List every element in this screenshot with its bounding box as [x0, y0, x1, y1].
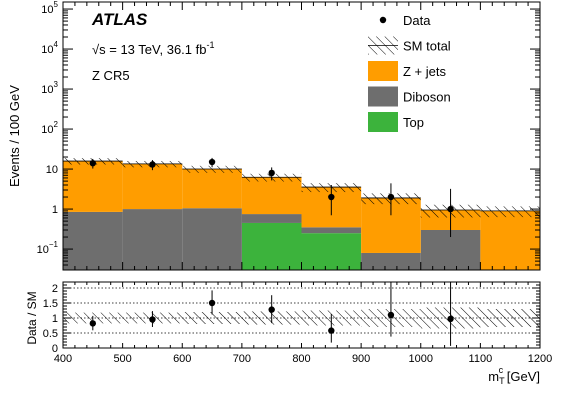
ratio-point — [268, 306, 275, 313]
ratio-y-tick-label: 0.5 — [43, 328, 58, 340]
bar-diboson — [241, 214, 302, 223]
data-points — [89, 157, 454, 238]
x-axis-title-sup: c — [499, 365, 504, 375]
ratio-point — [208, 299, 216, 307]
bar-z-jets — [122, 163, 183, 210]
bar-diboson — [182, 208, 242, 270]
x-axis-ticks: 400 500 600 700 800 900 1000 1100 1200 — [54, 2, 552, 365]
legend-label: Top — [403, 115, 424, 130]
x-tick-label: 1100 — [469, 353, 493, 365]
bar-z-jets — [182, 168, 242, 209]
bar-diboson — [301, 227, 362, 234]
x-tick-label: 700 — [233, 353, 251, 365]
legend-label: Data — [403, 13, 431, 28]
energy-superscript: -1 — [206, 40, 214, 50]
y-tick-exponent: −1 — [49, 240, 59, 249]
x-tick-label: 600 — [173, 353, 191, 365]
legend-label: SM total — [403, 39, 451, 54]
legend-marker-data — [379, 16, 387, 24]
legend-swatch — [368, 61, 398, 81]
ratio-y-axis-ticks: 0 0.5 1 1.5 2 — [43, 281, 540, 355]
ratio-point — [447, 315, 454, 323]
ratio-band-bin — [182, 312, 242, 324]
x-axis-title-main: m — [488, 369, 499, 384]
legend-swatch — [368, 112, 398, 132]
y-tick-base: 10 — [41, 124, 53, 136]
ratio-y-tick-label: 1 — [52, 313, 58, 325]
y-tick-label: 103 — [41, 80, 58, 96]
x-tick-label: 500 — [113, 353, 131, 365]
y-axis-title: Events / 100 GeV — [7, 85, 22, 187]
y-tick-label: 105 — [41, 0, 58, 16]
energy-label: √s = 13 TeV, 36.1 fb-1 — [92, 40, 215, 57]
ratio-y-tick-label: 2 — [52, 283, 58, 295]
ratio-point — [387, 311, 395, 319]
y-tick-label: 104 — [41, 40, 58, 56]
ratio-point — [149, 316, 156, 323]
bar-top — [241, 222, 302, 270]
y-tick-exponent: 3 — [54, 80, 59, 89]
ratio-y-tick-label: 0 — [52, 343, 58, 355]
energy-text: √s = 13 TeV, 36.1 fb — [92, 42, 206, 57]
x-axis-title-sub: T — [499, 376, 505, 386]
data-point — [387, 193, 395, 201]
data-point — [328, 193, 335, 201]
bar-top — [301, 233, 362, 270]
data-point — [447, 205, 454, 213]
region-label: Z CR5 — [92, 68, 130, 83]
data-point — [208, 158, 216, 166]
bar-z-jets — [480, 210, 540, 270]
bar-diboson — [361, 252, 421, 270]
x-tick-label: 800 — [292, 353, 310, 365]
x-axis-title: mTc [GeV] — [488, 365, 540, 386]
y-tick-base: 10 — [41, 44, 53, 56]
bar-diboson — [122, 209, 183, 270]
bar-z-jets — [241, 177, 302, 215]
ratio-y-tick-label: 1.5 — [43, 298, 58, 310]
y-tick-exponent: 5 — [54, 0, 59, 9]
y-tick-base: 10 — [41, 84, 53, 96]
x-tick-label: 400 — [54, 353, 72, 365]
y-tick-label: 10−1 — [37, 240, 59, 256]
ratio-point — [328, 327, 335, 334]
legend-label: Diboson — [403, 90, 451, 105]
legend-label: Z + jets — [403, 64, 446, 79]
y-tick-base: 10 — [41, 4, 53, 16]
atlas-label: ATLAS — [91, 10, 148, 29]
ratio-data-points — [89, 282, 454, 346]
ratio-reference-lines — [63, 287, 540, 334]
x-tick-label: 1200 — [528, 353, 552, 365]
x-tick-label: 1000 — [409, 353, 433, 365]
data-point — [89, 160, 97, 167]
y-tick-exponent: 2 — [54, 120, 59, 129]
y-tick-exponent: 4 — [54, 40, 59, 49]
ratio-point — [89, 320, 97, 327]
y-tick-label: 10 — [46, 164, 58, 176]
x-axis-title-unit: [GeV] — [503, 369, 540, 384]
data-point — [268, 169, 275, 177]
ratio-band-bin — [480, 309, 540, 327]
legend-swatch — [368, 86, 398, 107]
ratio-y-axis-title: Data / SM — [25, 291, 39, 344]
y-tick-label: 102 — [41, 120, 58, 136]
sm-uncertainty-bin — [480, 206, 540, 218]
legend: Data SM total Z + jets Diboson Top — [368, 13, 451, 132]
bar-diboson — [63, 211, 123, 270]
x-tick-label: 900 — [352, 353, 370, 365]
data-point — [149, 161, 156, 168]
y-tick-label: 1 — [52, 204, 58, 216]
y-tick-base: 10 — [37, 244, 49, 256]
